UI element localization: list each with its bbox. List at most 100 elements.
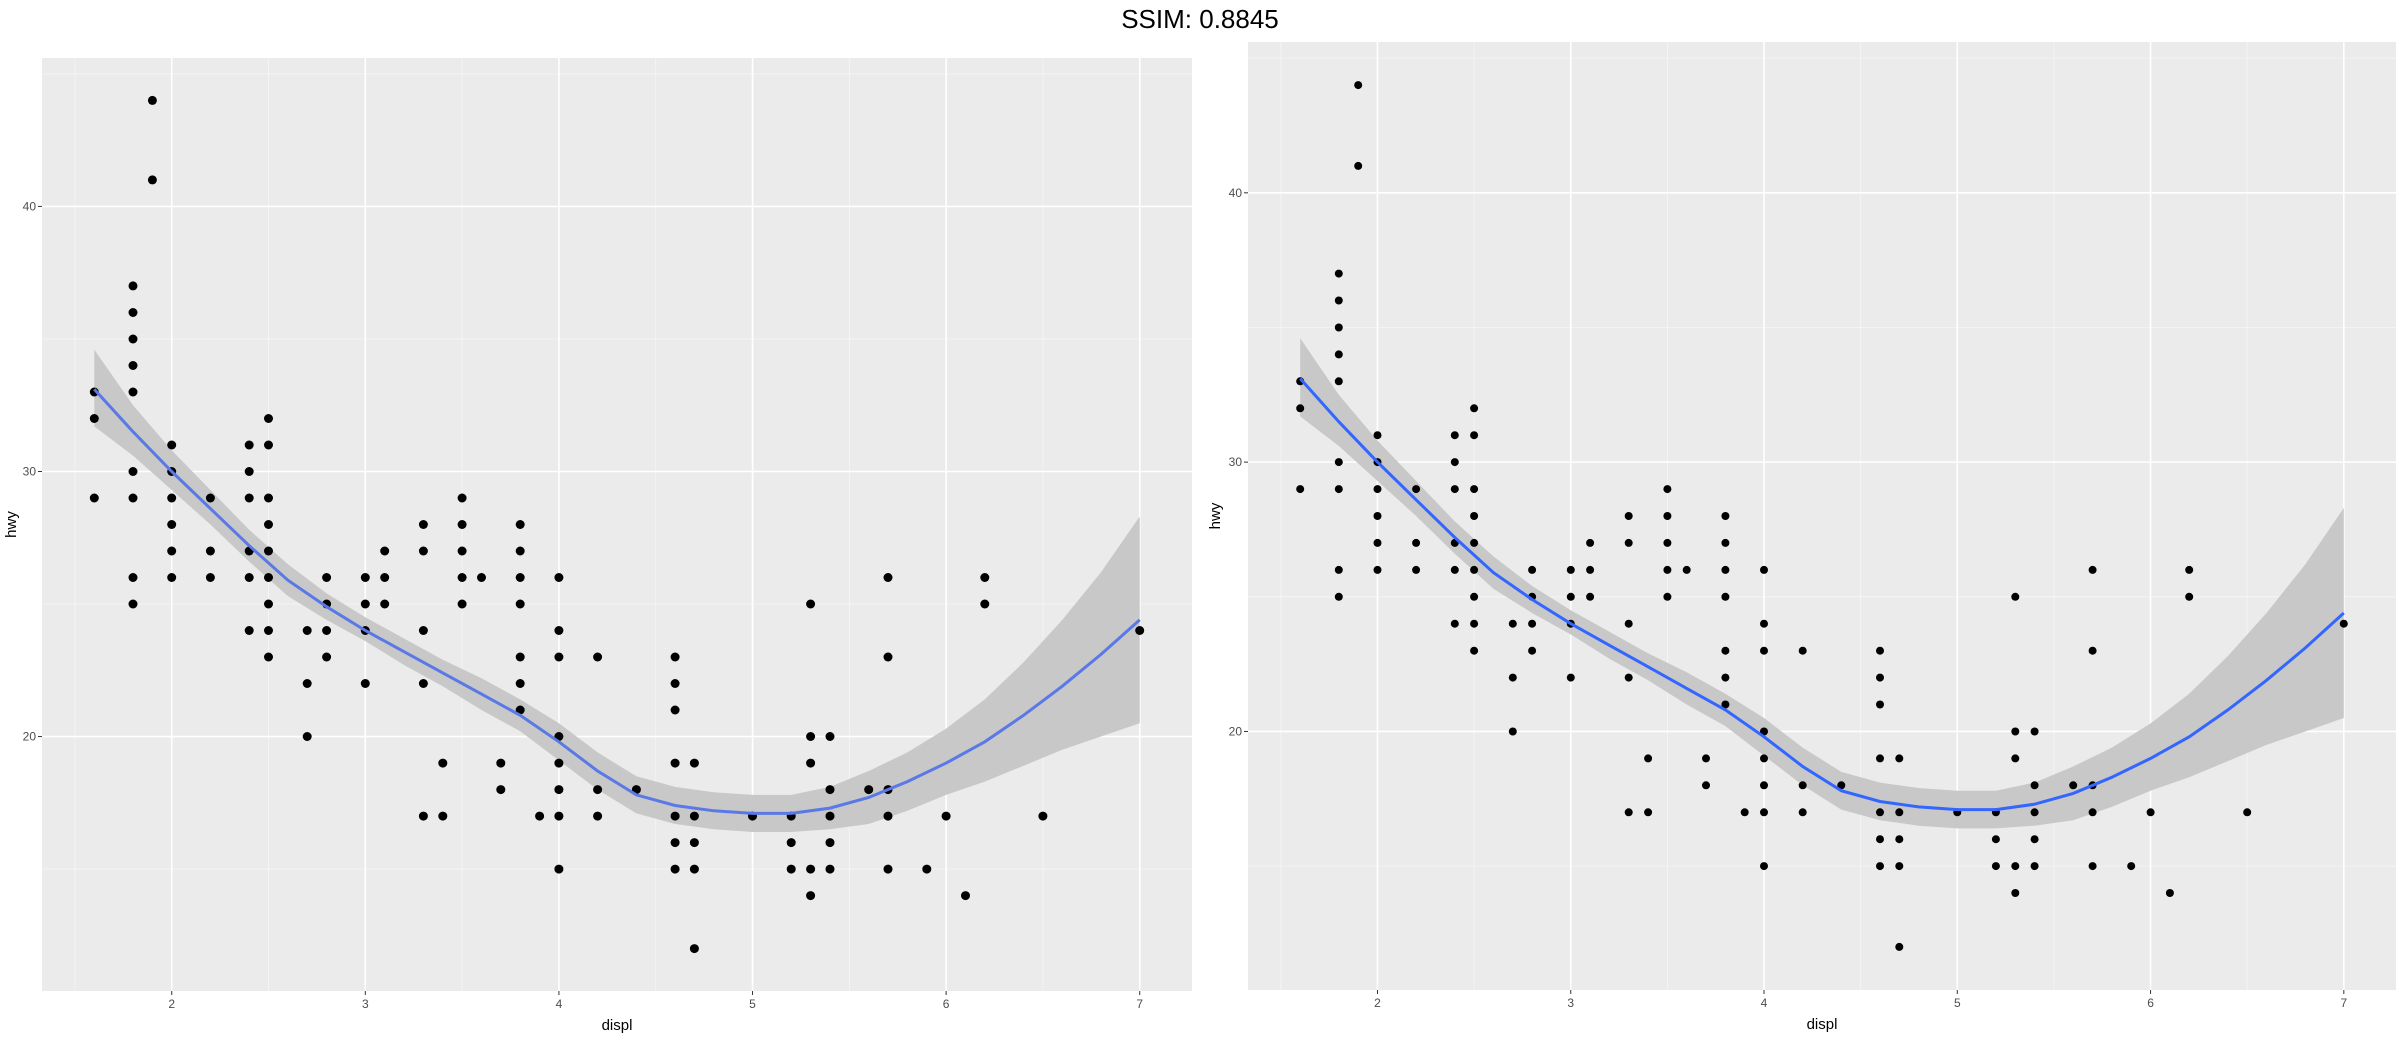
data-point bbox=[147, 175, 157, 185]
data-point bbox=[1412, 485, 1421, 494]
data-point bbox=[205, 546, 215, 556]
data-point bbox=[1798, 781, 1807, 790]
data-point bbox=[825, 838, 835, 848]
data-point bbox=[1624, 512, 1633, 520]
data-point bbox=[593, 785, 603, 795]
data-point bbox=[1508, 727, 1517, 736]
data-point bbox=[593, 652, 603, 662]
data-point bbox=[941, 811, 951, 821]
data-point bbox=[980, 599, 990, 609]
data-point bbox=[418, 679, 428, 688]
data-point bbox=[2088, 808, 2097, 817]
x-tick-label: 3 bbox=[362, 997, 369, 1011]
data-point bbox=[689, 864, 699, 874]
data-points bbox=[89, 95, 1145, 954]
data-point bbox=[1528, 565, 1537, 574]
data-point bbox=[1334, 458, 1343, 467]
data-point bbox=[496, 758, 506, 768]
data-point bbox=[1721, 512, 1730, 520]
data-point bbox=[515, 705, 525, 715]
data-point bbox=[670, 679, 680, 688]
data-point bbox=[1470, 512, 1479, 520]
data-point bbox=[2011, 592, 2020, 601]
data-point bbox=[1450, 458, 1459, 467]
data-point bbox=[515, 520, 525, 529]
data-point bbox=[1760, 781, 1768, 790]
data-point bbox=[515, 652, 525, 662]
data-point bbox=[128, 387, 138, 397]
data-point bbox=[535, 811, 545, 821]
data-point bbox=[1876, 808, 1884, 817]
data-point bbox=[1470, 565, 1479, 574]
data-point bbox=[1740, 808, 1749, 817]
data-point bbox=[264, 520, 273, 529]
data-point bbox=[496, 785, 506, 795]
data-point bbox=[89, 493, 99, 503]
data-point bbox=[360, 573, 370, 582]
data-point bbox=[302, 732, 312, 741]
data-point bbox=[128, 281, 138, 291]
data-point bbox=[864, 785, 874, 795]
data-point bbox=[2165, 889, 2174, 897]
data-point bbox=[2088, 862, 2097, 871]
data-point bbox=[128, 493, 138, 503]
data-point bbox=[167, 440, 177, 450]
data-point bbox=[689, 838, 699, 848]
data-point bbox=[1991, 835, 2000, 844]
data-point bbox=[554, 758, 564, 768]
data-point bbox=[1508, 673, 1517, 682]
data-point bbox=[1334, 565, 1343, 574]
data-point bbox=[1624, 538, 1633, 547]
data-point bbox=[438, 811, 448, 821]
data-point bbox=[264, 626, 273, 635]
data-point bbox=[689, 944, 699, 954]
smooth-line bbox=[93, 388, 1141, 815]
data-point bbox=[244, 573, 254, 582]
data-point bbox=[2185, 592, 2194, 601]
data-point bbox=[418, 811, 428, 821]
data-point bbox=[1412, 565, 1421, 574]
data-point bbox=[244, 440, 254, 450]
data-point bbox=[128, 467, 138, 476]
data-point bbox=[554, 864, 564, 874]
data-point bbox=[1296, 404, 1305, 413]
data-point bbox=[128, 334, 138, 344]
x-tick-label: 5 bbox=[1954, 996, 1961, 1010]
data-point bbox=[554, 573, 564, 582]
data-point bbox=[2069, 781, 2078, 790]
data-point bbox=[806, 864, 816, 874]
data-points bbox=[1296, 81, 2348, 951]
data-point bbox=[1876, 754, 1884, 763]
data-point bbox=[883, 573, 893, 582]
data-point bbox=[128, 573, 138, 582]
data-point bbox=[205, 493, 215, 503]
data-point bbox=[1760, 565, 1768, 574]
x-tick-label: 2 bbox=[1374, 996, 1381, 1010]
data-point bbox=[1373, 512, 1382, 520]
data-point bbox=[786, 838, 796, 848]
y-tick-label: 20 bbox=[23, 730, 37, 744]
data-point bbox=[1798, 808, 1807, 817]
data-point bbox=[1682, 565, 1691, 574]
data-point bbox=[264, 546, 273, 556]
y-tick-label: 30 bbox=[1229, 455, 1243, 469]
data-point bbox=[264, 493, 273, 503]
data-point bbox=[2030, 727, 2039, 736]
data-point bbox=[806, 732, 816, 741]
data-point bbox=[806, 599, 816, 609]
data-point bbox=[244, 467, 254, 476]
data-point bbox=[264, 440, 273, 450]
data-point bbox=[825, 864, 835, 874]
data-point bbox=[1135, 626, 1145, 635]
data-point bbox=[1721, 565, 1730, 574]
x-tick-label: 3 bbox=[1567, 996, 1574, 1010]
data-point bbox=[1663, 538, 1672, 547]
x-tick-label: 7 bbox=[2340, 996, 2347, 1010]
data-point bbox=[1876, 862, 1884, 871]
data-point bbox=[1528, 646, 1537, 655]
data-point bbox=[670, 838, 680, 848]
data-point bbox=[1895, 942, 1904, 951]
data-point bbox=[515, 679, 525, 688]
data-point bbox=[1470, 431, 1479, 440]
y-tick-label: 30 bbox=[23, 464, 37, 478]
